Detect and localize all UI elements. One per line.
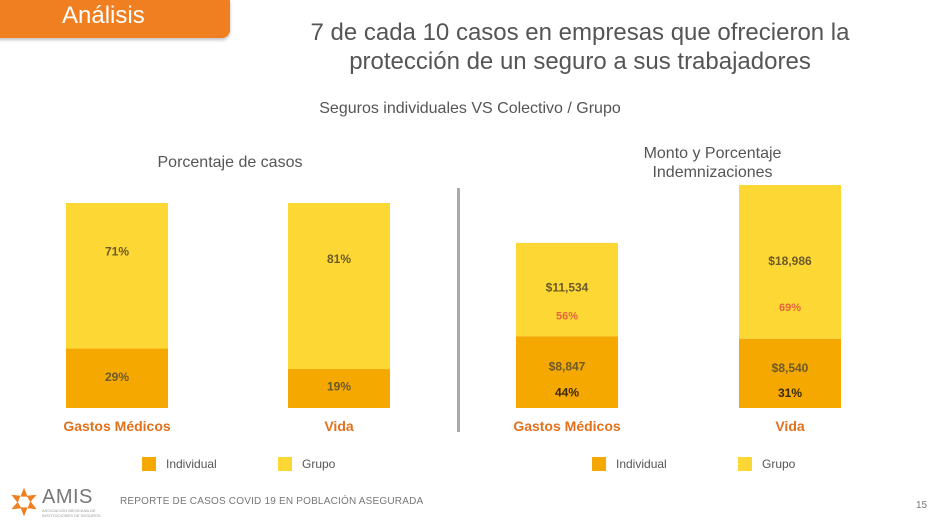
legend-label-grupo: Grupo [762,457,796,471]
legend-label-individual: Individual [166,457,217,471]
percent-label-grupo: 56% [556,311,578,323]
legend-swatch-grupo [278,457,292,471]
percent-label-individual: 44% [555,386,579,400]
left-chart-title: Porcentaje de casos [157,154,303,171]
bar-grupo [516,242,618,337]
legend-label-individual: Individual [616,457,667,471]
bar-grupo [739,185,841,339]
category-label: Vida [324,418,354,434]
data-label-individual: 29% [105,370,129,384]
data-label-grupo: 81% [327,252,351,266]
legend-swatch-grupo [738,457,752,471]
data-label-individual: 19% [327,379,351,393]
right-legend-individual: Individual [592,457,667,471]
section-label: Análisis [62,2,145,29]
category-label: Gastos Médicos [513,418,621,434]
data-label-grupo: 71% [105,244,129,258]
amount-label-grupo: $11,534 [546,280,589,294]
legend-label-grupo: Grupo [302,457,336,471]
right-legend-grupo: Grupo [738,457,795,471]
logo-name: AMIS [42,486,93,508]
category-label: Vida [775,418,805,434]
section-tab: Análisis [0,0,230,38]
amount-label-grupo: $18,986 [768,254,812,268]
amount-label-individual: $8,847 [549,360,586,374]
right-chart-title: Monto y Porcentaje Indemnizaciones [643,145,782,181]
left-legend-grupo: Grupo [278,457,335,471]
slide-subtitle: Seguros individuales VS Colectivo / Grup… [319,100,621,117]
page-number: 15 [916,500,928,511]
legend-swatch-individual [142,457,156,471]
bar-individual [739,338,841,408]
logo-subtitle: ASOCIACIÓN MEXICANA DE INSTITUCIONES DE … [42,508,101,518]
amount-label-individual: $8,540 [772,361,809,375]
legend-swatch-individual [592,457,606,471]
bar-grupo [66,203,168,349]
category-label: Gastos Médicos [63,418,171,434]
amis-logo-icon [11,487,37,517]
panel-divider [457,188,460,432]
percent-label-individual: 31% [778,386,802,400]
footer-text: REPORTE DE CASOS COVID 19 EN POBLACIÓN A… [120,496,424,507]
slide-title: 7 de cada 10 casos en empresas que ofrec… [310,19,850,75]
left-legend-individual: Individual [142,457,217,471]
bar-individual [516,336,618,408]
percent-label-grupo: 69% [779,302,801,314]
bar-individual [66,348,168,408]
bar-individual [288,369,390,408]
bar-grupo [288,203,390,370]
